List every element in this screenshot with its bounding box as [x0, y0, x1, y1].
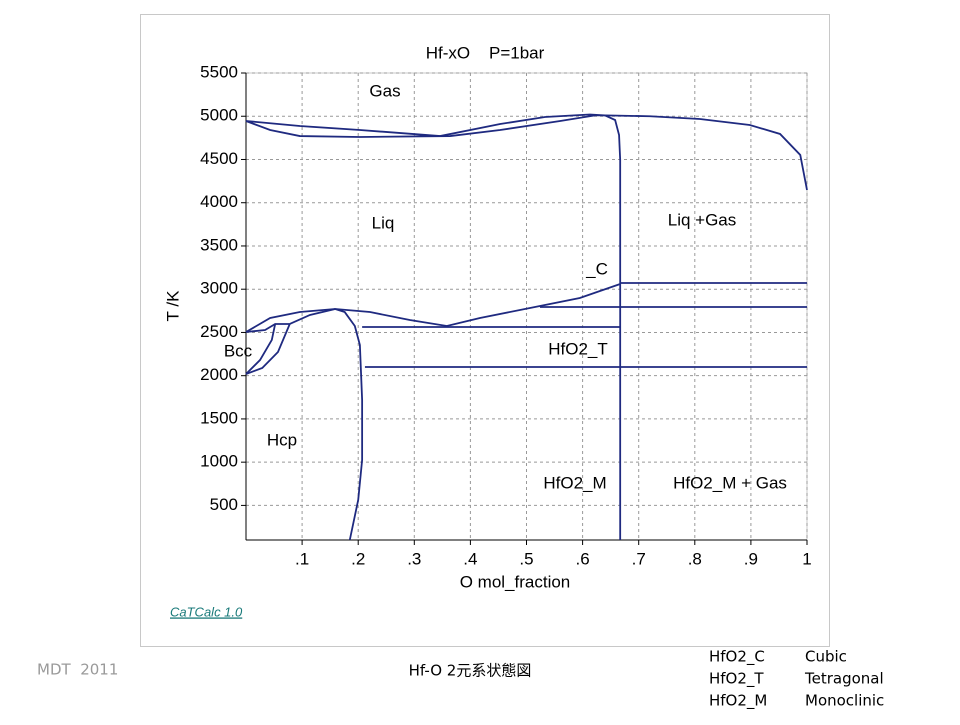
x-tick-label: .7: [632, 549, 646, 568]
region-label: Liq: [372, 213, 395, 232]
legend-description: Monoclinic: [805, 692, 884, 710]
legend-code: HfO2_T: [709, 670, 764, 689]
region-label: HfO2_M + Gas: [673, 473, 787, 492]
phase-boundary: [245, 323, 277, 375]
y-tick-label: 1000: [200, 452, 238, 471]
phase-boundary: [334, 308, 364, 541]
legend-code: HfO2_C: [709, 648, 765, 667]
y-tick-label: 3000: [200, 279, 238, 298]
x-tick-label: .2: [351, 549, 365, 568]
footer-center: Hf-O 2元系状態図: [409, 662, 532, 680]
x-tick-label: .4: [463, 549, 477, 568]
x-tick-label: 1: [802, 549, 811, 568]
window-frame: [140, 14, 830, 647]
x-tick-label: .3: [407, 549, 421, 568]
phase-boundary: [605, 114, 808, 191]
x-tick-label: .9: [744, 549, 758, 568]
region-label: _C: [585, 259, 608, 278]
legend-code: HfO2_M: [709, 692, 767, 711]
x-tick-label: .8: [688, 549, 702, 568]
phase-boundary: [245, 113, 606, 137]
y-tick-label: 4000: [200, 192, 238, 211]
region-label: HfO2_M: [543, 473, 606, 492]
x-tick-label: .6: [576, 549, 590, 568]
link[interactable]: CaTCalc 1.0: [170, 604, 243, 619]
phase-boundary: [245, 323, 290, 333]
phase-boundary: [604, 114, 622, 540]
y-tick-label: 5500: [200, 62, 238, 81]
phase-boundary: [289, 308, 336, 325]
y-tick-label: 2000: [200, 365, 238, 384]
y-tick-label: 2500: [200, 322, 238, 341]
legend-description: Tetragonal: [804, 670, 884, 688]
region-label: Gas: [369, 81, 400, 100]
phase-boundary: [245, 283, 621, 333]
x-tick-label: .5: [519, 549, 533, 568]
phase-boundary: [245, 114, 606, 138]
y-tick-label: 3500: [200, 235, 238, 254]
x-tick-label: .1: [295, 549, 309, 568]
y-tick-label: 4500: [200, 149, 238, 168]
region-label: Bcc: [224, 341, 253, 360]
y-axis-label: T /K: [163, 290, 182, 322]
footer-left: MDT 2011: [37, 661, 118, 679]
region-label: HfO2_T: [548, 339, 608, 358]
y-tick-label: 5000: [200, 106, 238, 125]
phase-boundary: [245, 323, 291, 375]
y-tick-label: 500: [210, 495, 238, 514]
chart-title: Hf-xO P=1bar: [426, 43, 545, 62]
y-tick-label: 1500: [200, 408, 238, 427]
legend-description: Cubic: [805, 648, 847, 666]
region-label: Liq +Gas: [668, 210, 737, 229]
region-label: Hcp: [267, 430, 297, 449]
x-axis-label: O mol_fraction: [460, 572, 571, 591]
